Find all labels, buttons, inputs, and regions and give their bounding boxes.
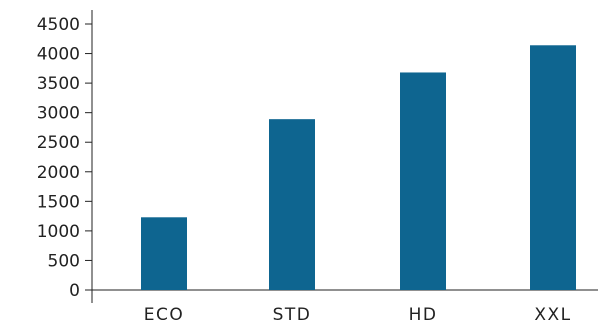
y-tick-label: 4500 [37, 15, 80, 35]
y-tick-label: 1500 [37, 192, 80, 212]
x-tick-label: XXL [534, 305, 571, 322]
y-tick-label: 3500 [37, 74, 80, 94]
y-tick-label: 4000 [37, 45, 80, 65]
y-tick-label: 0 [69, 281, 80, 301]
x-tick-label: STD [273, 305, 312, 322]
bar-hd [400, 72, 446, 291]
bars [141, 45, 576, 291]
y-tick-label: 2500 [37, 133, 80, 153]
x-tick-label: HD [409, 305, 438, 322]
x-tick-label: ECO [144, 305, 185, 322]
bar-std [269, 119, 315, 291]
y-tick-label: 2000 [37, 163, 80, 183]
y-tick-label: 500 [48, 251, 80, 271]
y-tick-label: 1000 [37, 222, 80, 242]
y-tick-label: 3000 [37, 104, 80, 124]
bar-xxl [530, 45, 576, 290]
tick-labels: 0 500 1000 1500 2000 2500 3000 3500 4000 4500 ECO S… [37, 15, 571, 325]
bar-eco [141, 217, 187, 290]
